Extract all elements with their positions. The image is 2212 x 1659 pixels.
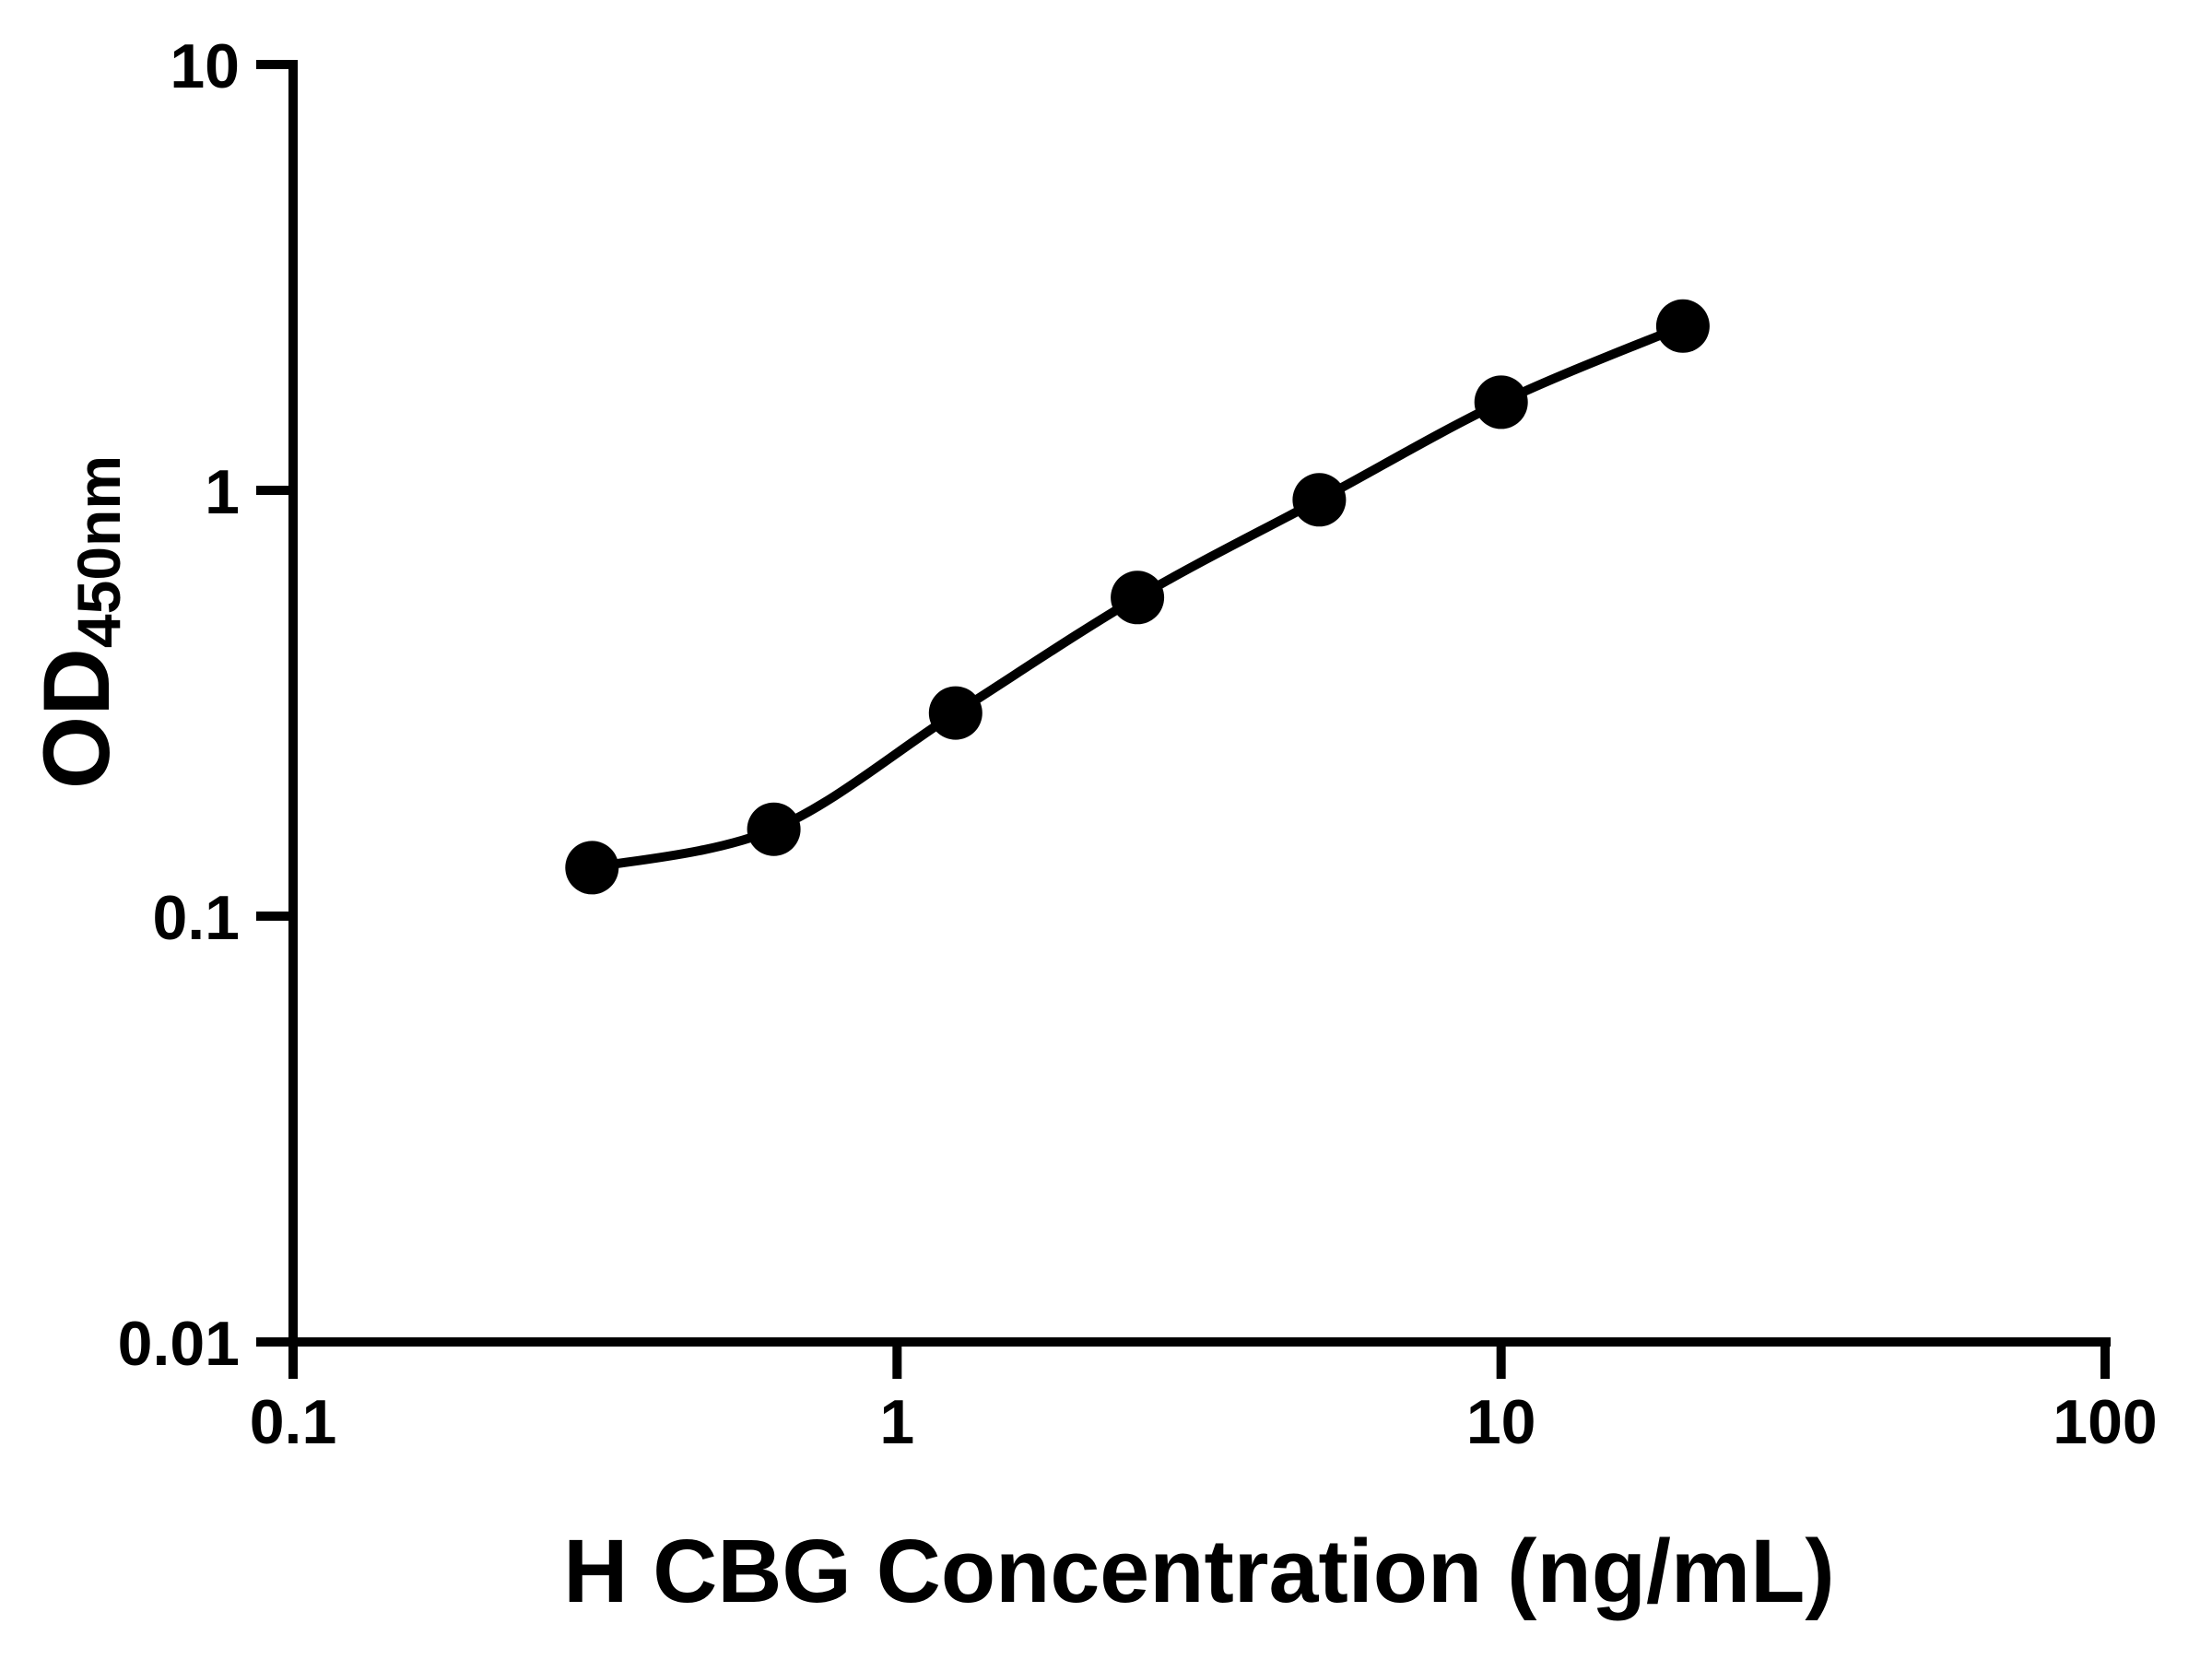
- y-tick-labels: 10 1 0.1 0.01: [118, 31, 240, 1379]
- data-point: [565, 841, 619, 895]
- axes: [288, 60, 2111, 1347]
- x-tick-label: 100: [2053, 1387, 2157, 1457]
- y-tick-marks: [256, 60, 293, 1347]
- x-tick-label: 1: [879, 1387, 914, 1457]
- x-axis-title: H CBG Concentration (ng/mL): [563, 1521, 1834, 1621]
- data-point: [1292, 473, 1347, 527]
- data-point: [1474, 375, 1528, 429]
- y-axis-title-main: OD: [24, 648, 129, 789]
- y-tick-label: 10: [170, 31, 240, 101]
- data-point: [747, 802, 801, 856]
- x-tick-label: 10: [1466, 1387, 1536, 1457]
- data-points: [565, 299, 1710, 895]
- x-tick-labels: 0.1 1 10 100: [250, 1387, 2158, 1457]
- y-tick-label: 1: [205, 457, 240, 527]
- data-point: [1111, 571, 1165, 625]
- x-tick-label: 0.1: [250, 1387, 337, 1457]
- data-point: [928, 686, 982, 740]
- y-axis-title: OD450nm: [24, 455, 133, 789]
- data-point: [1655, 299, 1710, 353]
- x-tick-marks: [288, 1342, 2110, 1379]
- y-tick-label: 0.1: [152, 883, 240, 953]
- y-axis-title-subscript: 450nm: [65, 455, 133, 648]
- y-tick-label: 0.01: [118, 1309, 240, 1379]
